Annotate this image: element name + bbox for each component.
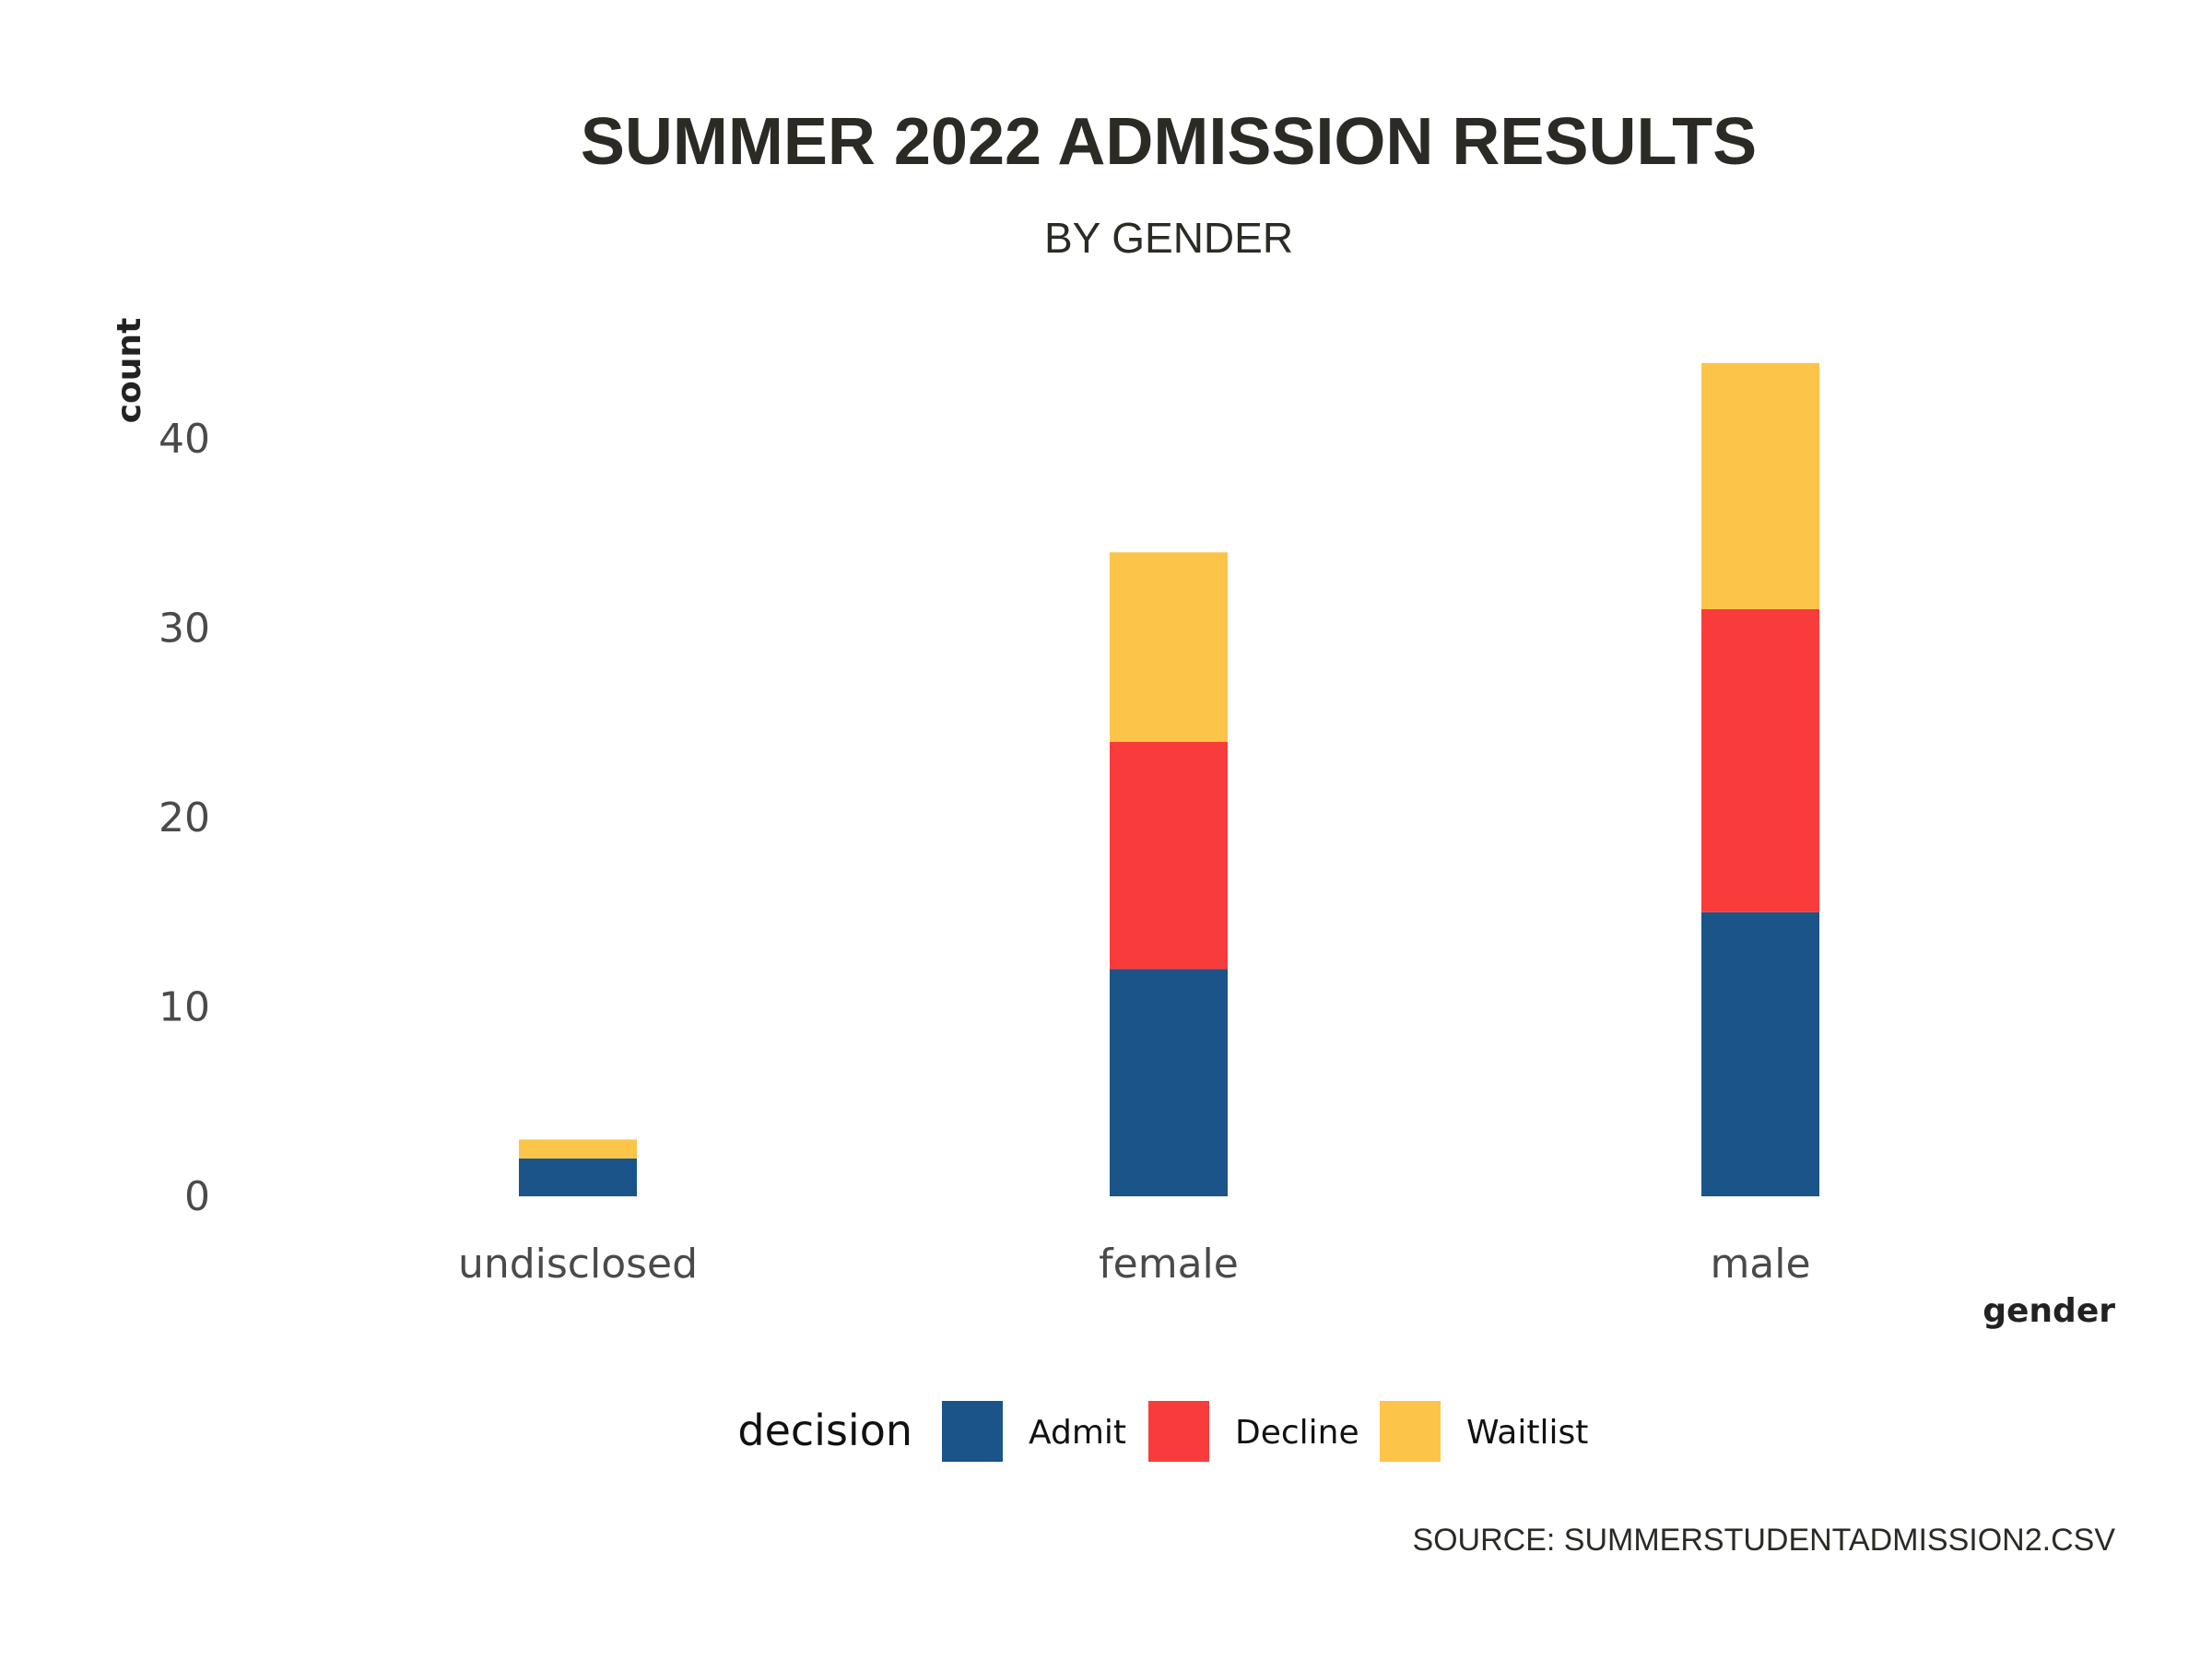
bar-waitlist-male: [1701, 362, 1819, 609]
y-tick-label: 40: [159, 416, 210, 463]
y-tick-label: 10: [159, 984, 210, 1031]
legend-label-decline: Decline: [1235, 1414, 1359, 1452]
legend-key-admit: [942, 1401, 1003, 1462]
legend-key-decline: [1148, 1401, 1209, 1462]
bar-decline-male: [1701, 608, 1819, 912]
bar-admit-female: [1110, 969, 1228, 1196]
x-axis-ticks: undisclosed female male: [458, 1241, 1811, 1288]
bar-waitlist-undisclosed: [519, 1139, 637, 1159]
y-axis-ticks: 0 10 20 30 40: [159, 416, 210, 1220]
y-tick-label: 20: [159, 794, 210, 841]
x-tick-label: male: [1710, 1241, 1810, 1288]
x-tick-label: female: [1099, 1241, 1239, 1288]
bars: [519, 362, 1819, 1196]
y-tick-label: 0: [184, 1173, 210, 1220]
chart-subtitle: BY GENDER: [1044, 214, 1293, 262]
bar-decline-female: [1110, 741, 1228, 970]
legend-title: decision: [737, 1406, 912, 1455]
bar-waitlist-female: [1110, 552, 1228, 742]
chart-title: SUMMER 2022 ADMISSION RESULTS: [581, 105, 1757, 179]
legend-label-waitlist: Waitlist: [1466, 1414, 1588, 1452]
legend-label-admit: Admit: [1029, 1414, 1126, 1452]
legend: decision Admit Decline Waitlist: [737, 1401, 1588, 1462]
bar-admit-male: [1701, 912, 1819, 1196]
y-axis-title: count: [111, 318, 148, 424]
bar-admit-undisclosed: [519, 1158, 637, 1196]
x-tick-label: undisclosed: [458, 1241, 698, 1288]
legend-key-waitlist: [1380, 1401, 1441, 1462]
x-axis-title: gender: [1983, 1292, 2115, 1330]
y-tick-label: 30: [159, 606, 210, 653]
chart-caption: SOURCE: SUMMERSTUDENTADMISSION2.CSV: [1412, 1523, 2115, 1558]
